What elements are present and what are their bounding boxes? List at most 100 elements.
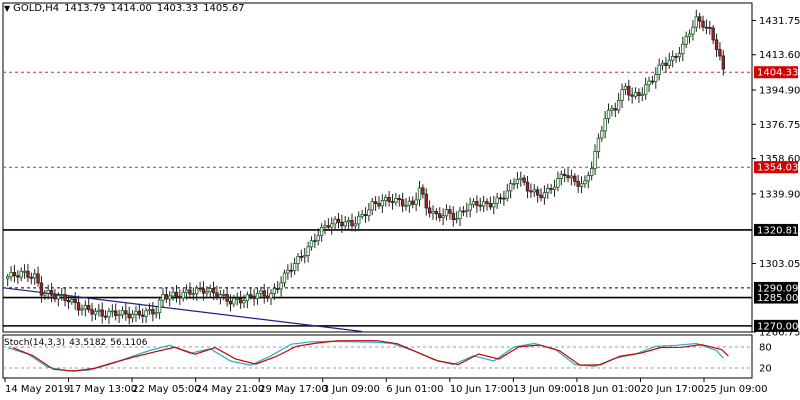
- candle-body[interactable]: [643, 84, 648, 95]
- candle-body[interactable]: [343, 221, 347, 227]
- candle-body[interactable]: [387, 197, 391, 202]
- candle-body[interactable]: [211, 288, 216, 294]
- candle-body[interactable]: [164, 294, 169, 300]
- candle-body[interactable]: [184, 289, 189, 293]
- candle-body[interactable]: [336, 218, 341, 223]
- candle-body[interactable]: [674, 56, 678, 58]
- candle-body[interactable]: [502, 197, 506, 200]
- candle-body[interactable]: [539, 194, 543, 199]
- candle-body[interactable]: [330, 223, 334, 228]
- candle-body[interactable]: [701, 20, 705, 28]
- candle-body[interactable]: [232, 298, 236, 305]
- candle-body[interactable]: [488, 202, 493, 208]
- candle-body[interactable]: [623, 85, 628, 91]
- candle-body[interactable]: [708, 27, 712, 29]
- candle-body[interactable]: [319, 226, 324, 236]
- candle-body[interactable]: [208, 288, 212, 293]
- candle-body[interactable]: [589, 168, 594, 176]
- candle-body[interactable]: [259, 290, 263, 294]
- candle-body[interactable]: [394, 197, 398, 203]
- candle-body[interactable]: [721, 55, 725, 70]
- candle-body[interactable]: [124, 310, 128, 315]
- candle-body[interactable]: [569, 175, 574, 179]
- candle-body[interactable]: [73, 298, 77, 304]
- candle-body[interactable]: [130, 313, 135, 319]
- candle-body[interactable]: [100, 309, 104, 317]
- candle-body[interactable]: [228, 300, 233, 305]
- candle-body[interactable]: [195, 287, 199, 295]
- candle-body[interactable]: [141, 314, 145, 317]
- candle-body[interactable]: [434, 210, 439, 215]
- candle-body[interactable]: [299, 256, 304, 258]
- candle-body[interactable]: [397, 197, 401, 201]
- candle-body[interactable]: [53, 294, 57, 300]
- candle-body[interactable]: [262, 290, 266, 297]
- candle-body[interactable]: [9, 272, 13, 278]
- candle-body[interactable]: [454, 218, 459, 221]
- candle-body[interactable]: [549, 188, 553, 190]
- candle-body[interactable]: [63, 294, 67, 301]
- candle-body[interactable]: [43, 292, 47, 296]
- candle-body[interactable]: [471, 201, 476, 205]
- candle-body[interactable]: [249, 294, 253, 297]
- candle-body[interactable]: [303, 254, 307, 258]
- candle-body[interactable]: [29, 276, 33, 279]
- candle-body[interactable]: [363, 214, 368, 217]
- candle-body[interactable]: [151, 309, 155, 315]
- candle-body[interactable]: [465, 209, 469, 212]
- candle-body[interactable]: [718, 49, 722, 57]
- candle-body[interactable]: [522, 177, 526, 183]
- candle-body[interactable]: [218, 294, 223, 298]
- candle-body[interactable]: [404, 204, 408, 207]
- candle-body[interactable]: [19, 270, 23, 278]
- candle-body[interactable]: [326, 225, 331, 228]
- candle-body[interactable]: [252, 295, 256, 299]
- candle-body[interactable]: [650, 80, 655, 83]
- candle-body[interactable]: [677, 53, 682, 58]
- candle-body[interactable]: [56, 294, 61, 300]
- candle-body[interactable]: [225, 294, 229, 302]
- candle-body[interactable]: [421, 187, 425, 195]
- candle-body[interactable]: [286, 269, 290, 274]
- candle-body[interactable]: [448, 209, 452, 214]
- candle-body[interactable]: [97, 309, 101, 312]
- candle-body[interactable]: [613, 108, 617, 111]
- candle-body[interactable]: [664, 62, 668, 66]
- candle-body[interactable]: [519, 177, 523, 180]
- candle-body[interactable]: [245, 294, 250, 302]
- candle-body[interactable]: [316, 235, 320, 242]
- candle-body[interactable]: [12, 272, 17, 277]
- candle-body[interactable]: [201, 288, 206, 294]
- candle-body[interactable]: [36, 273, 40, 284]
- candle-body[interactable]: [687, 33, 692, 37]
- candle-body[interactable]: [120, 310, 125, 316]
- candle-body[interactable]: [654, 74, 658, 82]
- candle-body[interactable]: [87, 305, 91, 311]
- candle-body[interactable]: [292, 263, 297, 272]
- candle-body[interactable]: [498, 197, 503, 200]
- candle-body[interactable]: [22, 270, 27, 273]
- candle-body[interactable]: [633, 92, 638, 97]
- candle-body[interactable]: [235, 297, 239, 300]
- candle-body[interactable]: [512, 183, 516, 185]
- candle-body[interactable]: [417, 187, 422, 201]
- candle-body[interactable]: [367, 209, 371, 217]
- candle-body[interactable]: [610, 108, 614, 111]
- candle-body[interactable]: [667, 59, 671, 66]
- candle-body[interactable]: [49, 289, 54, 296]
- candle-body[interactable]: [400, 199, 405, 207]
- candle-body[interactable]: [684, 36, 688, 45]
- candle-body[interactable]: [134, 310, 138, 315]
- candle-body[interactable]: [384, 197, 388, 201]
- candle-body[interactable]: [242, 300, 246, 304]
- candle-body[interactable]: [147, 309, 152, 312]
- candle-body[interactable]: [33, 273, 37, 279]
- candle-body[interactable]: [114, 310, 118, 316]
- candle-body[interactable]: [103, 315, 108, 318]
- candle-body[interactable]: [576, 181, 580, 187]
- candle-body[interactable]: [691, 26, 695, 35]
- candle-body[interactable]: [586, 175, 590, 182]
- candle-body[interactable]: [657, 64, 661, 75]
- candle-body[interactable]: [60, 294, 64, 296]
